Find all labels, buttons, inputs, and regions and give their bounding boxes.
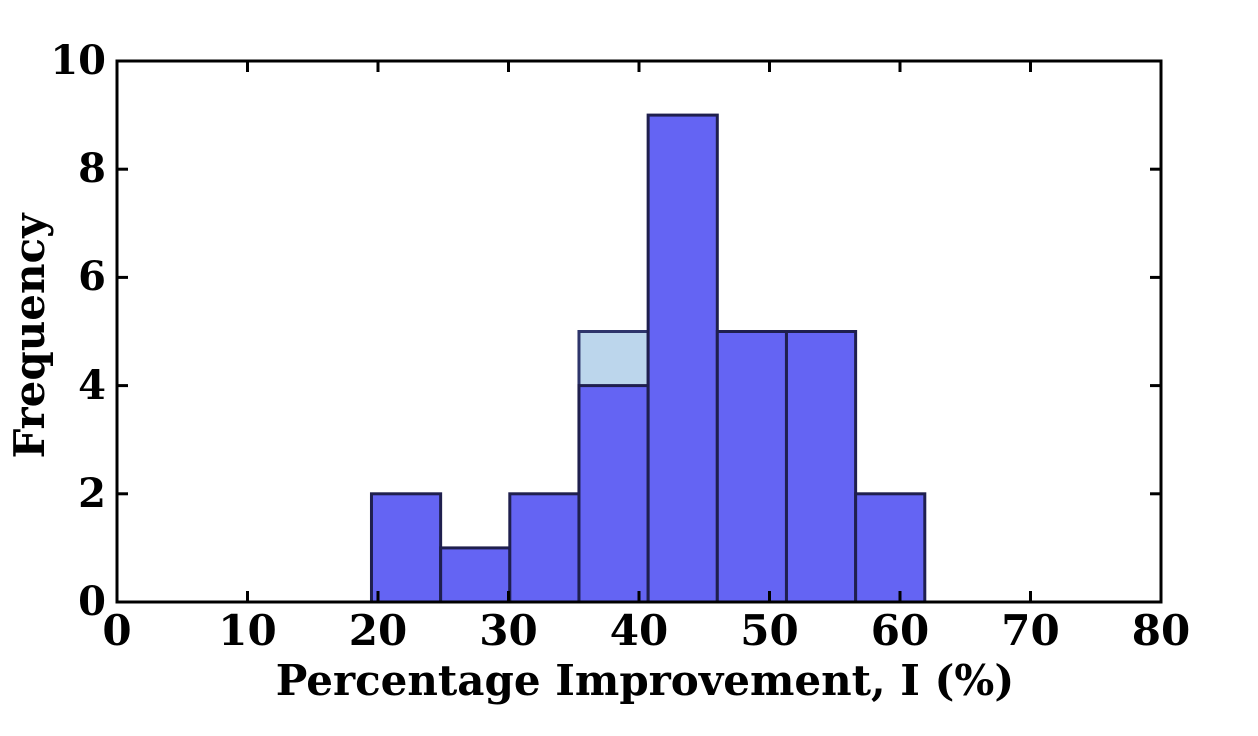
y-tick-label: 6 — [78, 253, 106, 301]
histogram-bar — [508, 492, 581, 604]
x-tick-label: 0 — [102, 606, 132, 655]
x-tick-label: 50 — [740, 606, 799, 655]
x-tick-label: 70 — [1001, 606, 1060, 655]
histogram-bar — [646, 113, 719, 604]
y-tick-label: 10 — [50, 37, 106, 84]
x-tick-label: 20 — [348, 606, 408, 655]
histogram-bar — [439, 546, 512, 604]
y-axis-label: Frequency — [5, 213, 54, 459]
y-tick-label: 8 — [78, 145, 106, 193]
x-axis-label: Percentage Improvement, I (%) — [275, 656, 1015, 705]
y-tick-label: 2 — [78, 469, 106, 517]
histogram-bar — [577, 384, 650, 604]
histogram-bar — [784, 330, 858, 604]
histogram-bar — [715, 330, 788, 604]
x-tick-label: 30 — [479, 606, 538, 655]
x-tick-label: 60 — [870, 606, 930, 655]
histogram-bar — [369, 492, 443, 604]
y-tick-label: 0 — [78, 578, 106, 625]
x-tick-label: 80 — [1131, 606, 1191, 655]
x-tick-label: 10 — [218, 606, 277, 655]
x-tick-label: 40 — [609, 606, 669, 655]
y-tick-label: 4 — [78, 361, 106, 409]
histogram-bar — [854, 492, 927, 604]
